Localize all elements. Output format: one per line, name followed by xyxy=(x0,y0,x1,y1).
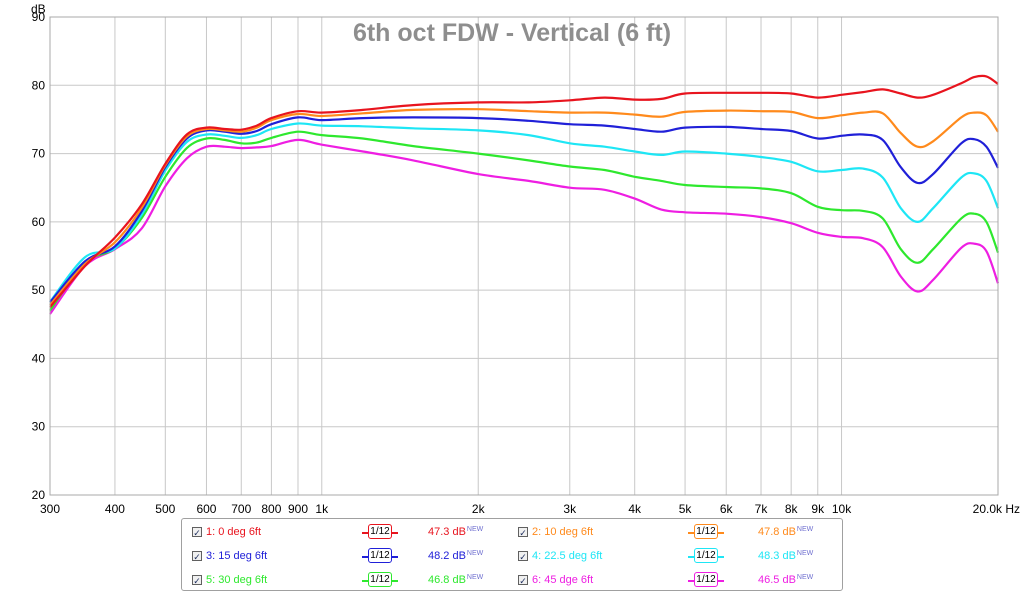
x-tick-label: 800 xyxy=(261,502,281,516)
legend-new-badge: NEW xyxy=(796,526,814,533)
legend-level-value: 48.3 dB xyxy=(758,550,796,562)
plot-area xyxy=(50,17,998,495)
y-tick-label: 80 xyxy=(32,78,46,92)
legend-level: 48.2 dBNEW xyxy=(428,550,483,562)
legend-checkbox[interactable]: ✓ xyxy=(192,551,202,562)
series-line xyxy=(49,74,999,308)
x-tick-label: 3k xyxy=(563,502,577,516)
legend-label: 3: 15 deg 6ft xyxy=(206,550,268,562)
legend-smoothing-label: 1/12 xyxy=(368,524,392,539)
x-tick-label: 900 xyxy=(288,502,308,516)
x-tick-label: 400 xyxy=(105,502,125,516)
y-tick-labels: 20 30 40 50 60 70 80 90 xyxy=(32,10,46,502)
legend-smoothing-label: 1/12 xyxy=(694,548,718,563)
legend-level-value: 46.8 dB xyxy=(428,574,466,586)
legend-label: 6: 45 dge 6ft xyxy=(532,574,594,586)
y-tick-label: 60 xyxy=(32,215,46,229)
legend-line-swatch xyxy=(718,532,724,534)
x-tick-labels: 300 400 500 600 700 800 900 1k 2k 3k 4k 5k 6k 7k 8k 9k 1… xyxy=(40,502,1020,516)
legend-checkbox[interactable]: ✓ xyxy=(518,527,528,538)
legend-line-swatch xyxy=(718,580,724,582)
legend-checkbox[interactable]: ✓ xyxy=(518,551,528,562)
legend-smoothing-control[interactable]: 1/12 xyxy=(688,524,724,541)
series-line xyxy=(49,122,1000,303)
legend-smoothing-label: 1/12 xyxy=(694,524,718,539)
legend-smoothing-control[interactable]: 1/12 xyxy=(362,524,398,541)
legend-smoothing-label: 1/12 xyxy=(368,572,392,587)
legend-line-swatch xyxy=(392,580,398,582)
y-axis-label: dB xyxy=(31,2,46,16)
legend-new-badge: NEW xyxy=(796,574,814,581)
y-tick-label: 30 xyxy=(32,420,46,434)
x-tick-label: 6k xyxy=(720,502,734,516)
legend-checkbox[interactable]: ✓ xyxy=(192,575,202,586)
x-tick-label: 1k xyxy=(315,502,329,516)
legend-label: 1: 0 deg 6ft xyxy=(206,526,262,538)
x-tick-label: 20.0k Hz xyxy=(973,502,1020,516)
x-tick-label: 700 xyxy=(231,502,251,516)
legend-panel: ✓ 1: 0 deg 6ft 1/12 47.3 dBNEW ✓ 2: 10 deg 6f… xyxy=(181,518,843,591)
legend-line-swatch xyxy=(688,556,694,558)
legend-label: 5: 30 deg 6ft xyxy=(206,574,268,586)
legend-level: 46.8 dBNEW xyxy=(428,574,483,586)
legend-smoothing-control[interactable]: 1/12 xyxy=(362,572,398,589)
legend-checkbox[interactable]: ✓ xyxy=(192,527,202,538)
legend-level-value: 46.5 dB xyxy=(758,574,796,586)
y-tick-label: 20 xyxy=(32,488,46,502)
legend-level: 47.8 dBNEW xyxy=(758,526,813,538)
y-tick-label: 40 xyxy=(32,351,46,365)
legend-level-value: 47.3 dB xyxy=(428,526,466,538)
y-tick-label: 90 xyxy=(32,10,46,24)
series-line xyxy=(49,116,999,304)
legend-smoothing-label: 1/12 xyxy=(694,572,718,587)
x-tick-label: 5k xyxy=(679,502,693,516)
plot-frame xyxy=(49,16,999,496)
series-layer xyxy=(49,74,1000,315)
legend-line-swatch xyxy=(392,532,398,534)
legend-line-swatch xyxy=(362,532,368,534)
legend-new-badge: NEW xyxy=(466,574,484,581)
y-tick-label: 50 xyxy=(32,283,46,297)
legend-line-swatch xyxy=(718,556,724,558)
legend-smoothing-control[interactable]: 1/12 xyxy=(688,548,724,565)
legend-label: 4: 22.5 deg 6ft xyxy=(532,550,603,562)
x-tick-label: 500 xyxy=(155,502,175,516)
legend-level: 46.5 dBNEW xyxy=(758,574,813,586)
legend-label: 2: 10 deg 6ft xyxy=(532,526,594,538)
legend-new-badge: NEW xyxy=(796,550,814,557)
legend-level-value: 48.2 dB xyxy=(428,550,466,562)
chart-title: 6th oct FDW - Vertical (6 ft) xyxy=(353,19,671,47)
x-tick-label: 9k xyxy=(811,502,825,516)
legend-level: 47.3 dBNEW xyxy=(428,526,483,538)
series-line xyxy=(49,138,1000,315)
x-tick-label: 7k xyxy=(755,502,769,516)
x-tick-label: 600 xyxy=(196,502,216,516)
x-tick-label: 300 xyxy=(40,502,60,516)
legend-checkbox[interactable]: ✓ xyxy=(518,575,528,586)
legend-new-badge: NEW xyxy=(466,526,484,533)
x-tick-label: 8k xyxy=(785,502,799,516)
grid-lines xyxy=(49,16,999,496)
legend-line-swatch xyxy=(688,532,694,534)
legend-level-value: 47.8 dB xyxy=(758,526,796,538)
series-line xyxy=(49,130,1000,312)
x-tick-label: 2k xyxy=(472,502,486,516)
y-tick-label: 70 xyxy=(32,147,46,161)
legend-line-swatch xyxy=(688,580,694,582)
legend-line-swatch xyxy=(362,580,368,582)
frequency-response-chart: 20 30 40 50 60 70 80 90 300 400 500 600 700 800 900 1k… xyxy=(31,2,1020,516)
legend-line-swatch xyxy=(362,556,368,558)
legend-new-badge: NEW xyxy=(466,550,484,557)
x-tick-label: 4k xyxy=(628,502,642,516)
series-line xyxy=(49,108,999,306)
legend-line-swatch xyxy=(392,556,398,558)
legend-smoothing-label: 1/12 xyxy=(368,548,392,563)
legend-smoothing-control[interactable]: 1/12 xyxy=(688,572,724,589)
legend-smoothing-control[interactable]: 1/12 xyxy=(362,548,398,565)
x-tick-label: 10k xyxy=(832,502,852,516)
legend-level: 48.3 dBNEW xyxy=(758,550,813,562)
